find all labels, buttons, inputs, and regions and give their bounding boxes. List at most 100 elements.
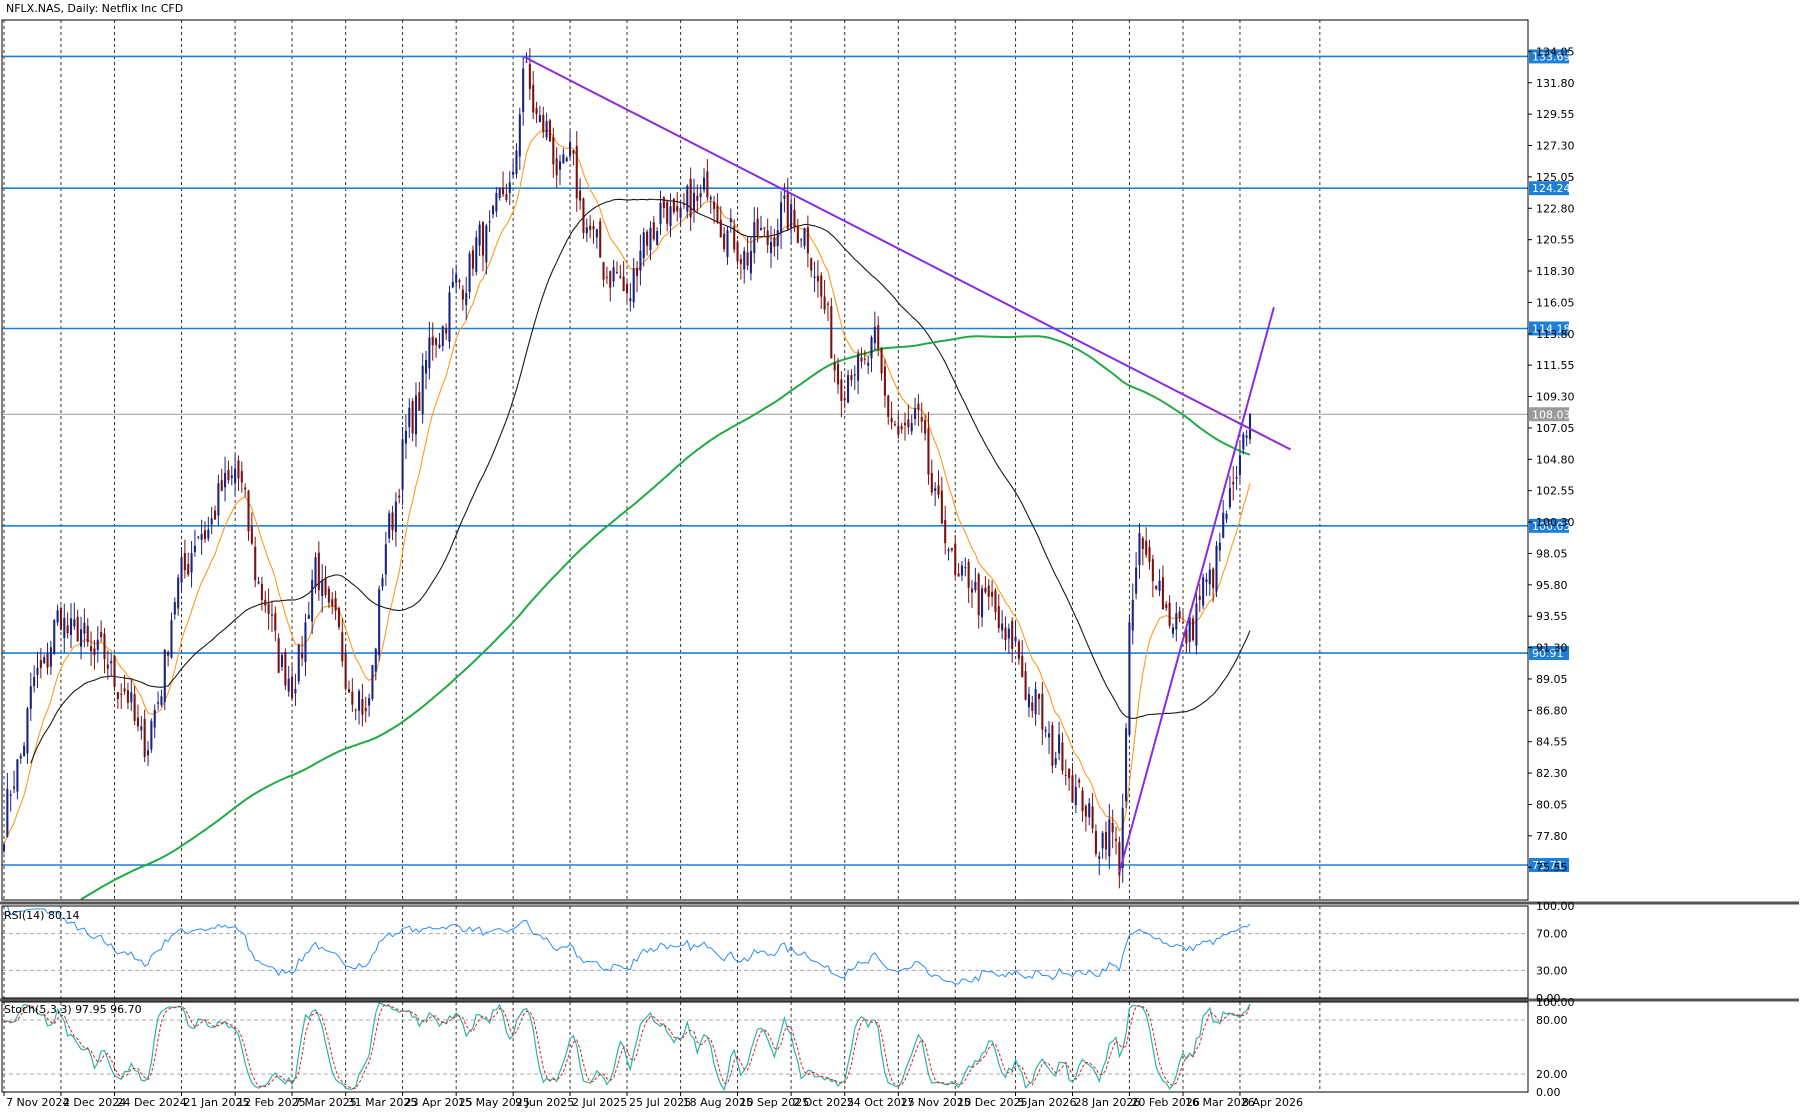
candle-body <box>974 581 977 591</box>
candle-body <box>1232 481 1235 485</box>
candle-body <box>1185 628 1188 644</box>
candle-body <box>639 250 642 271</box>
candle-body <box>558 161 562 170</box>
candle <box>1232 465 1235 501</box>
x-tick-label: 2 Oct 2025 <box>793 1096 854 1109</box>
candle <box>354 708 357 721</box>
price-pane[interactable]: 133.69 124.24 114.18 108.03 100.03 90.91 75.71… <box>2 2 1571 1092</box>
candle <box>13 770 16 794</box>
candle <box>83 608 86 648</box>
y-tick-label: 80.05 <box>1536 798 1568 811</box>
y-tick-label: 98.05 <box>1536 547 1568 560</box>
candle-body <box>284 652 287 686</box>
candle-body <box>669 206 672 227</box>
candle-body <box>505 194 508 200</box>
candle-body <box>1205 579 1208 583</box>
candle <box>538 105 541 123</box>
candle-body <box>512 172 515 176</box>
price-level-badge <box>1529 518 1569 533</box>
candle-body <box>773 237 776 247</box>
candle-body <box>394 501 397 532</box>
stochastic-pane[interactable]: Stoch(5,3,3) 97.95 96.70 <box>2 1002 1528 1092</box>
candle-body <box>870 337 873 359</box>
candle-body <box>167 651 170 656</box>
candle-body <box>1235 477 1238 479</box>
price-level-label: 124.24 <box>1532 182 1571 195</box>
y-tick-label: 89.05 <box>1536 673 1568 686</box>
candle <box>803 227 806 250</box>
candle-body <box>19 755 22 759</box>
candle-body <box>1091 806 1094 829</box>
candle-body <box>1228 488 1231 508</box>
x-tick-label: 12 Feb 2025 <box>237 1096 305 1109</box>
candle-body <box>625 284 629 294</box>
candle-body <box>716 205 719 223</box>
candle-body <box>609 271 612 288</box>
candle <box>368 693 371 717</box>
candle-body <box>589 225 592 230</box>
stoch-grid <box>2 1019 1528 1075</box>
candle <box>1041 682 1044 746</box>
candle <box>582 197 585 239</box>
candle <box>455 264 458 294</box>
pane-frame <box>1 905 1529 999</box>
candle-body <box>351 691 354 705</box>
candle <box>793 197 796 233</box>
rsi-line <box>6 905 1251 985</box>
candle-body <box>893 424 896 426</box>
candle-body <box>498 187 501 199</box>
candle <box>1064 759 1067 786</box>
candle <box>401 426 404 506</box>
candle <box>924 414 927 441</box>
candle-body <box>569 142 572 157</box>
candle <box>187 552 190 577</box>
candle <box>371 664 374 701</box>
candle <box>207 516 210 542</box>
rsi-pane[interactable]: RSI(14) 80.14 <box>2 905 1528 985</box>
candle-body <box>679 207 682 218</box>
x-tick-label: 18 Aug 2025 <box>683 1096 753 1109</box>
candle <box>1155 585 1158 591</box>
candle <box>605 266 608 284</box>
candle <box>907 404 910 435</box>
price-level-badge <box>1529 321 1569 336</box>
candle-body <box>850 375 853 381</box>
stoch-title: Stoch(5,3,3) 97.95 96.70 <box>4 1003 142 1016</box>
candle-body <box>337 608 340 628</box>
candle <box>217 474 220 526</box>
candle-body <box>297 644 300 682</box>
candle-body <box>699 193 702 197</box>
candle-body <box>441 326 444 347</box>
candle <box>873 311 876 350</box>
candle <box>1017 639 1020 665</box>
x-tick-label: 2 Jul 2025 <box>572 1096 627 1109</box>
candle <box>100 620 103 642</box>
candle <box>1128 615 1131 737</box>
candle-body <box>471 250 474 269</box>
candle <box>1088 797 1091 826</box>
candle-body <box>1208 569 1211 585</box>
candle-body <box>69 618 73 635</box>
candle-body <box>411 401 414 434</box>
candle <box>1195 590 1198 655</box>
candle <box>26 706 29 764</box>
candle <box>203 521 207 543</box>
x-tick-label: 20 Feb 2026 <box>1131 1096 1199 1109</box>
candle-body <box>780 202 783 234</box>
candle <box>783 183 786 213</box>
candle-body <box>726 230 729 258</box>
candle-body <box>1098 856 1101 859</box>
candle-body <box>116 692 119 700</box>
candle <box>950 547 953 553</box>
candle <box>334 590 337 621</box>
candle-body <box>220 480 223 491</box>
candle <box>522 57 525 126</box>
y-tick-label: 131.80 <box>1536 77 1575 90</box>
candle-body <box>1101 832 1104 849</box>
candle-body <box>843 398 846 401</box>
candle-body <box>562 154 565 164</box>
candle <box>562 148 565 164</box>
candle <box>247 489 250 541</box>
candle <box>378 585 381 662</box>
